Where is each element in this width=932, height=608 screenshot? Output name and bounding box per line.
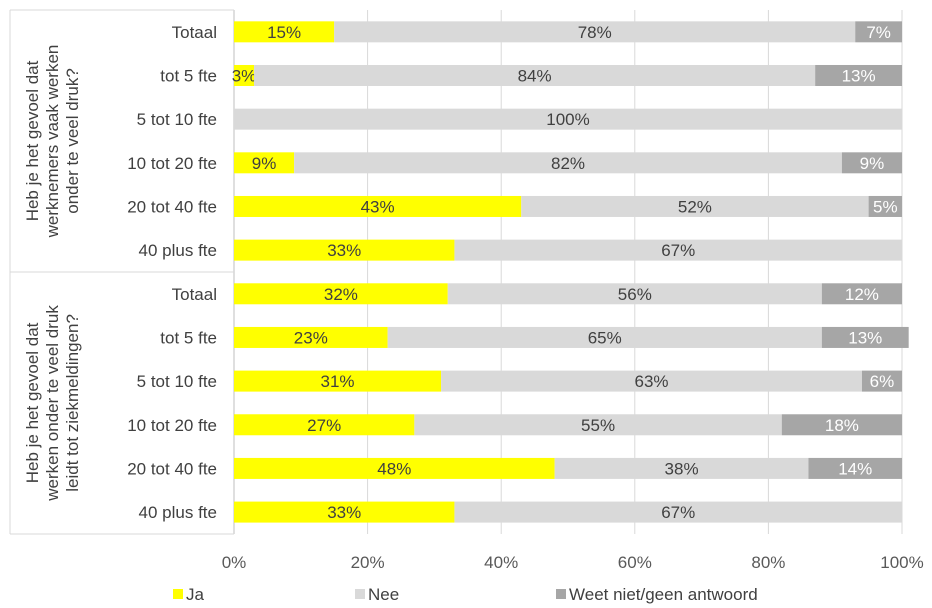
data-label: 6% [870,372,895,391]
category-label: 20 tot 40 fte [127,197,217,216]
bar-segment-weet-niet-geen-antwoord [861,370,902,392]
bar-segment-nee [254,64,816,86]
x-tick-label: 20% [351,553,385,572]
data-label: 12% [845,285,879,304]
category-label: 5 tot 10 fte [137,110,217,129]
bar-segment-ja [234,501,455,523]
bar-segment-nee [387,326,822,348]
data-label: 33% [327,241,361,260]
x-tick-label: 40% [484,553,518,572]
bar-segment-nee [447,283,822,305]
bar-segment-ja [234,21,335,43]
category-label: 10 tot 20 fte [127,154,217,173]
data-label: 82% [551,154,585,173]
bar-segment-nee [334,21,856,43]
bar-segment-nee [234,108,902,130]
category-label: 40 plus fte [139,503,217,522]
bar-segment-nee [414,414,782,436]
data-label: 9% [860,154,885,173]
data-label: 67% [661,503,695,522]
group-label-line: Heb je het gevoel dat [23,322,42,483]
category-label: 5 tot 10 fte [137,372,217,391]
x-tick-label: 0% [222,553,247,572]
data-label: 5% [873,197,898,216]
data-label: 48% [377,459,411,478]
data-label: 32% [324,285,358,304]
data-label: 3% [232,66,257,85]
bar-segment-ja [234,64,255,86]
bar-segment-weet-niet-geen-antwoord [815,64,902,86]
legend-swatch [355,589,365,599]
group-label-line: werken onder te veel druk [43,305,62,502]
bar-segment-ja [234,326,388,348]
bar-segment-weet-niet-geen-antwoord [781,414,902,436]
bar-segment-nee [294,152,842,174]
data-label: 23% [294,328,328,347]
data-label: 67% [661,241,695,260]
data-label: 56% [618,285,652,304]
bar-segment-weet-niet-geen-antwoord [821,283,902,305]
bar-segment-ja [234,239,455,261]
data-label: 63% [634,372,668,391]
data-label: 55% [581,416,615,435]
data-label: 78% [578,23,612,42]
bar-segment-weet-niet-geen-antwoord [821,326,909,348]
bar-segment-weet-niet-geen-antwoord [808,457,902,479]
data-label: 13% [842,66,876,85]
data-label: 9% [252,154,277,173]
bar-segment-weet-niet-geen-antwoord [868,195,902,217]
category-label: Totaal [172,285,217,304]
group-label: Heb je het gevoel datwerken onder te vee… [23,305,82,502]
bar-segment-weet-niet-geen-antwoord [855,21,902,43]
group-label: Heb je het gevoel datwerknemers vaak wer… [23,45,82,239]
bar-segment-ja [234,457,555,479]
group-label-line: onder te veel druk? [63,68,82,214]
data-label: 31% [321,372,355,391]
bar-segment-ja [234,195,522,217]
data-label: 13% [848,328,882,347]
bar-segment-nee [441,370,862,392]
data-label: 14% [838,459,872,478]
bar-segment-nee [554,457,809,479]
category-label: 10 tot 20 fte [127,416,217,435]
bar-segment-ja [234,414,415,436]
group-label-line: Heb je het gevoel dat [23,60,42,221]
data-label: 52% [678,197,712,216]
bar-segment-ja [234,152,295,174]
legend-label: Weet niet/geen antwoord [569,585,758,604]
bar-segment-ja [234,283,448,305]
category-label: tot 5 fte [160,66,217,85]
data-label: 27% [307,416,341,435]
legend-label: Ja [186,585,205,604]
bar-segment-nee [454,501,902,523]
legend-label: Nee [368,585,399,604]
data-label: 15% [267,23,301,42]
legend-swatch [556,589,566,599]
data-label: 33% [327,503,361,522]
x-tick-label: 100% [880,553,923,572]
data-label: 65% [588,328,622,347]
bar-segment-nee [454,239,902,261]
data-label: 84% [518,66,552,85]
data-label: 43% [361,197,395,216]
group-label-line: werknemers vaak werken [43,45,62,239]
data-label: 7% [866,23,891,42]
bar-segment-ja [234,370,442,392]
category-label: 20 tot 40 fte [127,459,217,478]
bar-segment-nee [521,195,869,217]
data-label: 100% [546,110,589,129]
x-tick-label: 80% [751,553,785,572]
category-label: 40 plus fte [139,241,217,260]
legend-swatch [173,589,183,599]
data-label: 38% [665,459,699,478]
group-label-line: leidt tot ziekmeldingen? [63,314,82,492]
data-label: 18% [825,416,859,435]
category-label: tot 5 fte [160,328,217,347]
x-tick-label: 60% [618,553,652,572]
category-label: Totaal [172,23,217,42]
bar-segment-weet-niet-geen-antwoord [841,152,902,174]
